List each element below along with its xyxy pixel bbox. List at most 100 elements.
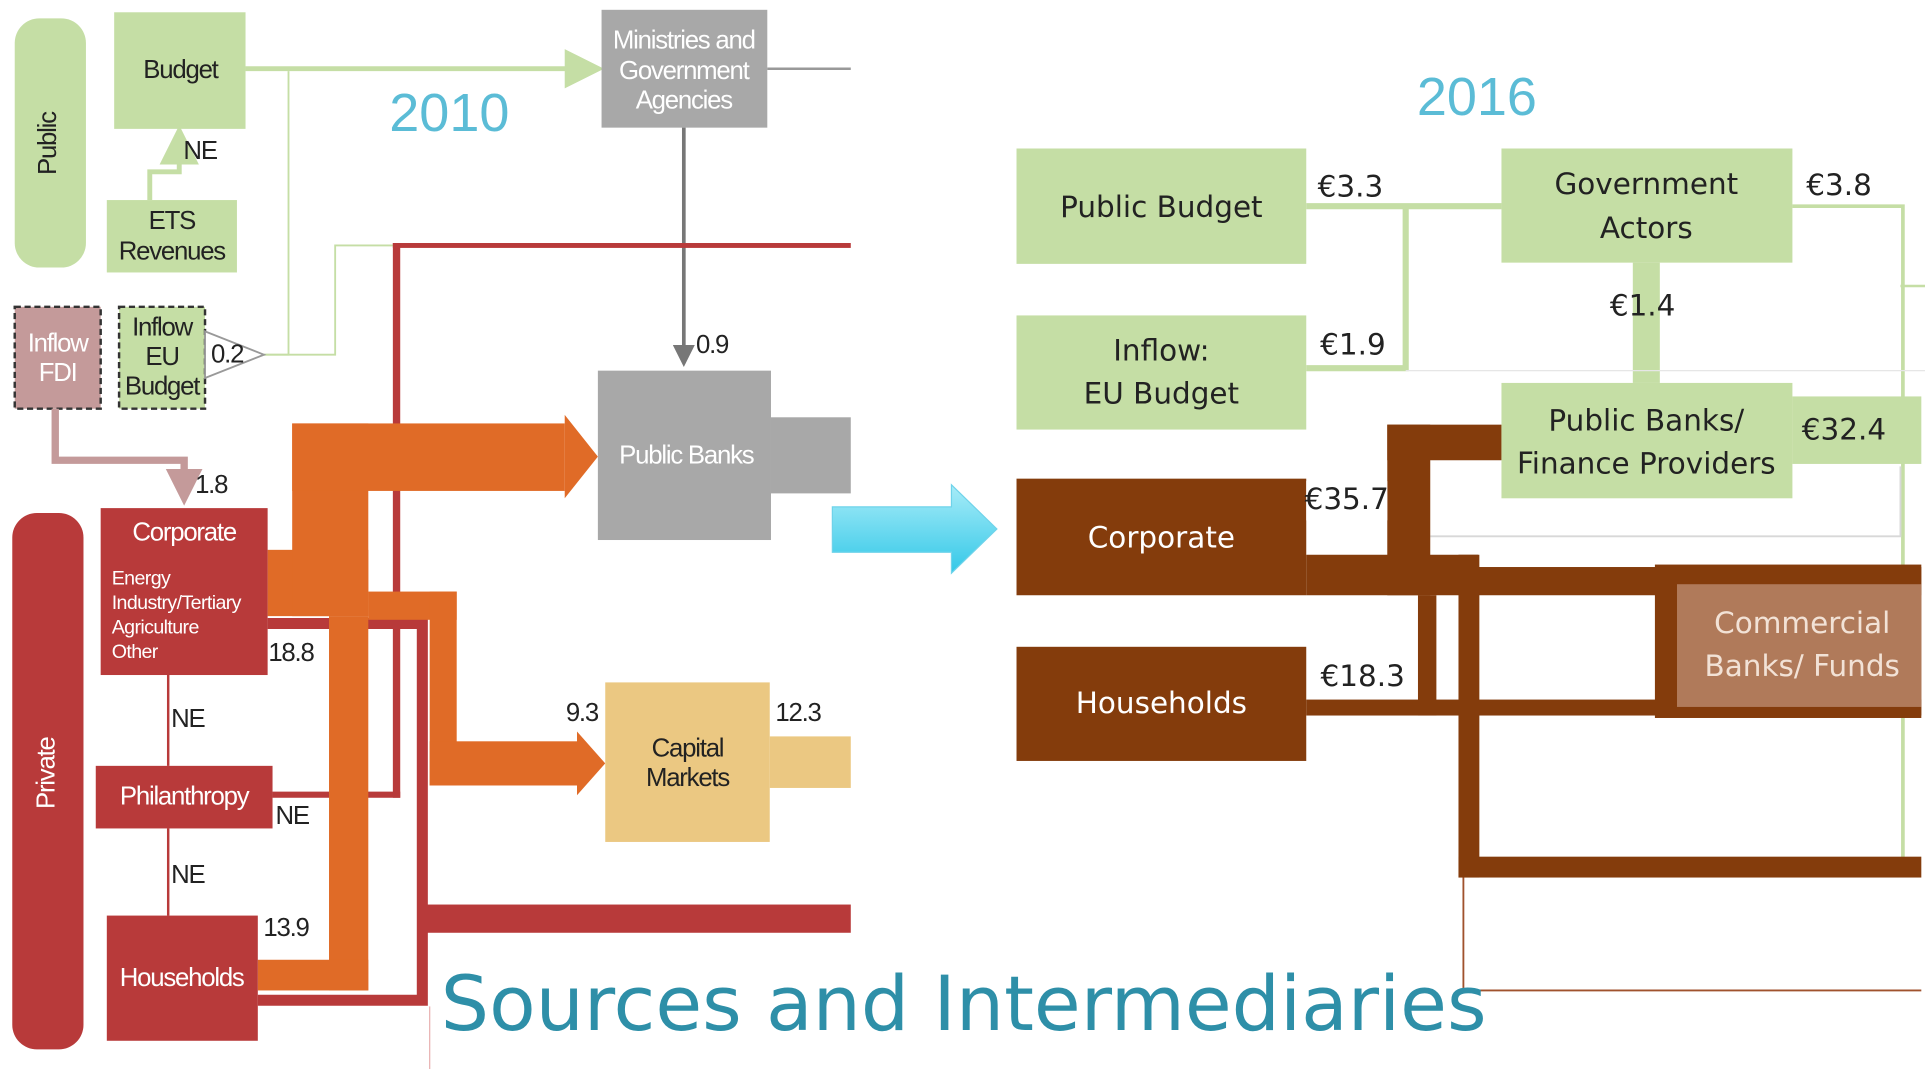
node bbox=[106, 200, 237, 273]
flow bbox=[51, 408, 203, 506]
node bbox=[13, 305, 102, 410]
node bbox=[1016, 478, 1307, 596]
flow-arrowhead bbox=[577, 731, 606, 796]
flow bbox=[392, 243, 401, 798]
label: Budget bbox=[125, 373, 200, 401]
flow-triangle bbox=[204, 330, 267, 380]
label: Households bbox=[120, 964, 244, 992]
diagram-2010: Public Budget ETS Revenues NE Ministries… bbox=[12, 9, 851, 1069]
flow bbox=[1792, 204, 1905, 860]
label: EU bbox=[145, 343, 178, 371]
label: Corporate bbox=[132, 519, 236, 547]
flow bbox=[1430, 466, 1902, 538]
label: Actors bbox=[1600, 211, 1693, 245]
flow-label: NE bbox=[171, 705, 205, 733]
node bbox=[1016, 315, 1307, 430]
label: Government bbox=[619, 57, 750, 85]
flow-label: 0.9 bbox=[696, 331, 729, 359]
label: Agriculture bbox=[112, 617, 200, 639]
title: Sources and Intermediaries bbox=[441, 959, 1487, 1048]
node bbox=[601, 9, 768, 128]
label: Capital bbox=[652, 735, 724, 763]
label: Energy bbox=[112, 567, 171, 589]
flow-label: NE bbox=[183, 137, 217, 165]
year: 2010 bbox=[389, 83, 509, 143]
flow-label: €1.4 bbox=[1610, 288, 1676, 322]
label: Philanthropy bbox=[120, 783, 250, 811]
flow bbox=[1306, 206, 1409, 372]
label: Private bbox=[33, 737, 61, 809]
label: Public Banks/ bbox=[1548, 404, 1744, 438]
flow-label: €35.7 bbox=[1305, 482, 1389, 516]
label: Industry/Tertiary bbox=[112, 592, 242, 614]
flow-label: €3.8 bbox=[1806, 168, 1872, 202]
label: Finance Providers bbox=[1517, 447, 1776, 481]
flow-label: 13.9 bbox=[263, 914, 309, 942]
label: Government bbox=[1554, 167, 1738, 201]
flow-label: €32.4 bbox=[1802, 412, 1886, 446]
node bbox=[117, 305, 207, 410]
flow bbox=[1458, 554, 1480, 878]
label: Public bbox=[34, 111, 62, 175]
node-inner bbox=[1677, 584, 1922, 707]
flow-label: 18.8 bbox=[268, 639, 314, 667]
transition-arrow bbox=[831, 483, 998, 575]
node bbox=[605, 682, 770, 842]
flow bbox=[422, 904, 851, 933]
label: Commercial bbox=[1714, 606, 1890, 640]
flow bbox=[292, 423, 565, 491]
flow-label: €1.9 bbox=[1320, 328, 1386, 362]
flow bbox=[263, 244, 393, 356]
flow-label: €3.3 bbox=[1318, 169, 1384, 203]
node bbox=[106, 915, 258, 1041]
label: Markets bbox=[646, 764, 729, 792]
label: Public Budget bbox=[1060, 190, 1262, 224]
node-outflow bbox=[769, 736, 851, 788]
label: FDI bbox=[39, 359, 77, 387]
label: Inflow bbox=[132, 314, 194, 342]
label: Inflow: bbox=[1113, 334, 1209, 368]
flow-label: €18.3 bbox=[1321, 659, 1405, 693]
label: Inflow bbox=[28, 330, 90, 358]
label: Revenues bbox=[119, 238, 226, 266]
flow-label: 12.3 bbox=[775, 699, 821, 727]
node-outflow bbox=[770, 417, 851, 494]
flow-label: 1.8 bbox=[195, 471, 228, 499]
label: Budget bbox=[143, 56, 218, 84]
public-pill bbox=[14, 18, 86, 268]
flow bbox=[1306, 554, 1479, 596]
flow bbox=[329, 616, 369, 991]
node bbox=[1501, 382, 1793, 499]
flow bbox=[1387, 424, 1502, 461]
flow-label: 9.3 bbox=[566, 699, 599, 727]
flow bbox=[1417, 595, 1437, 716]
flow bbox=[1632, 262, 1660, 383]
label: Households bbox=[1076, 686, 1247, 720]
node bbox=[100, 508, 268, 676]
flow bbox=[1792, 396, 1922, 464]
flow-label: NE bbox=[276, 802, 310, 830]
diagram-2016: 2016 Public Budget €3.3 Government Actor… bbox=[1016, 67, 1925, 992]
year: 2016 bbox=[1417, 67, 1537, 127]
label: ETS bbox=[149, 207, 195, 235]
node bbox=[597, 370, 771, 541]
label: Other bbox=[112, 641, 159, 663]
label: Ministries and bbox=[613, 27, 755, 55]
label: EU Budget bbox=[1084, 377, 1239, 411]
flow-arrowhead bbox=[564, 414, 598, 499]
private-pill bbox=[12, 513, 84, 1050]
label: Corporate bbox=[1088, 520, 1235, 554]
flow bbox=[263, 71, 290, 356]
node bbox=[114, 12, 246, 129]
label-background bbox=[1306, 481, 1388, 521]
flow-label: NE bbox=[171, 861, 205, 889]
flow-label: 0.2 bbox=[211, 341, 244, 369]
node bbox=[1501, 148, 1793, 263]
flow bbox=[1458, 856, 1922, 878]
flow bbox=[1462, 877, 1922, 992]
flow bbox=[392, 243, 851, 248]
flow bbox=[429, 741, 578, 786]
flow bbox=[147, 125, 199, 201]
label: Agencies bbox=[636, 87, 733, 115]
